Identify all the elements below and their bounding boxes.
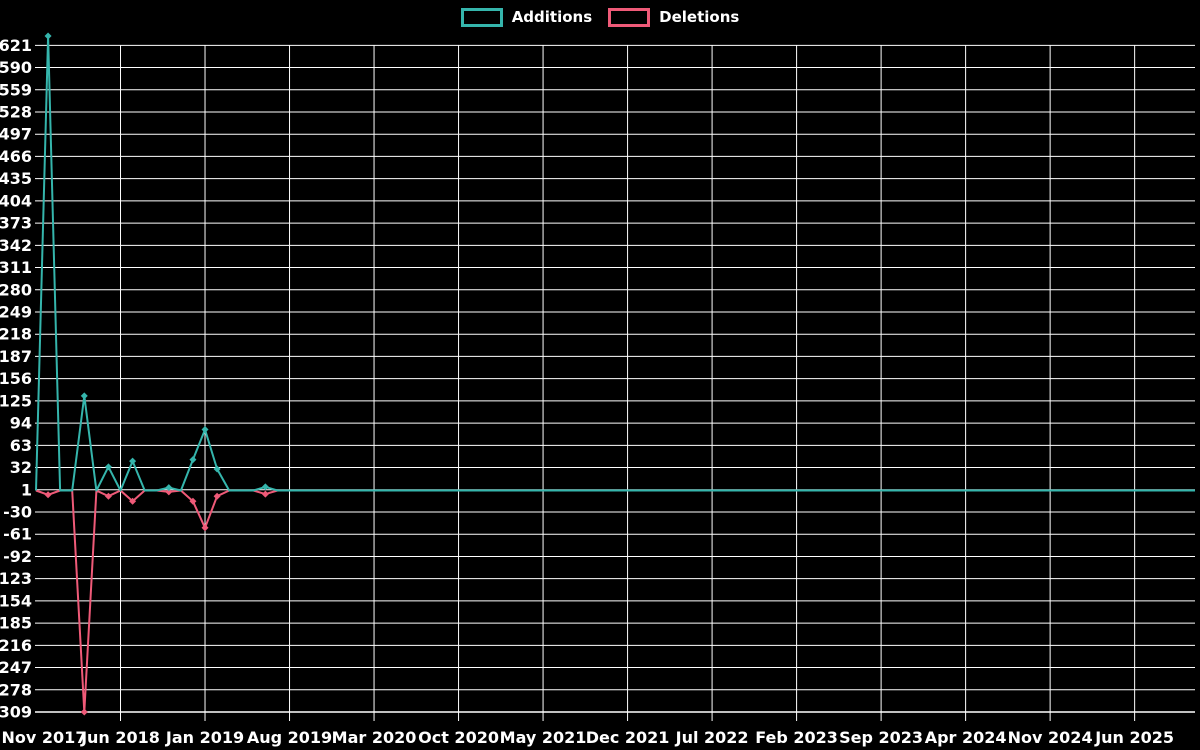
svg-text:-123: -123 [0, 569, 32, 588]
legend-label-deletions: Deletions [659, 8, 740, 26]
svg-text:1: 1 [21, 480, 32, 499]
svg-text:373: 373 [0, 214, 32, 233]
svg-text:-30: -30 [3, 502, 32, 521]
additions-swatch-icon [460, 8, 503, 27]
svg-text:156: 156 [0, 369, 32, 388]
svg-text:218: 218 [0, 325, 32, 344]
svg-text:404: 404 [0, 191, 32, 210]
svg-text:-92: -92 [3, 547, 32, 566]
svg-text:-154: -154 [0, 591, 32, 610]
svg-text:-309: -309 [0, 703, 32, 722]
svg-text:187: 187 [0, 347, 32, 366]
legend-item-additions[interactable]: Additions [460, 8, 593, 27]
svg-text:Jul 2022: Jul 2022 [675, 728, 749, 747]
svg-text:Apr 2024: Apr 2024 [925, 728, 1007, 747]
svg-text:Nov 2017: Nov 2017 [2, 728, 87, 747]
svg-text:Oct 2020: Oct 2020 [418, 728, 499, 747]
svg-text:621: 621 [0, 36, 32, 55]
svg-text:280: 280 [0, 280, 32, 299]
svg-text:Mar 2020: Mar 2020 [332, 728, 417, 747]
legend-label-additions: Additions [511, 8, 593, 26]
svg-text:-61: -61 [3, 525, 32, 544]
svg-text:32: 32 [10, 458, 32, 477]
svg-text:497: 497 [0, 125, 32, 144]
svg-text:Feb 2023: Feb 2023 [755, 728, 838, 747]
svg-text:May 2021: May 2021 [500, 728, 587, 747]
svg-text:Jun 2018: Jun 2018 [80, 728, 160, 747]
svg-text:466: 466 [0, 147, 32, 166]
svg-text:559: 559 [0, 80, 32, 99]
chart-legend: Additions Deletions [0, 8, 1200, 27]
svg-text:-185: -185 [0, 614, 32, 633]
svg-text:125: 125 [0, 391, 32, 410]
svg-text:249: 249 [0, 302, 32, 321]
svg-text:-247: -247 [0, 658, 32, 677]
deletions-swatch-icon [608, 8, 651, 27]
svg-text:342: 342 [0, 236, 32, 255]
svg-text:Aug 2019: Aug 2019 [247, 728, 332, 747]
svg-text:-278: -278 [0, 680, 32, 699]
svg-text:590: 590 [0, 58, 32, 77]
legend-item-deletions[interactable]: Deletions [608, 8, 739, 27]
svg-text:435: 435 [0, 169, 32, 188]
svg-text:528: 528 [0, 102, 32, 121]
svg-text:-216: -216 [0, 636, 32, 655]
svg-text:63: 63 [10, 436, 32, 455]
svg-text:94: 94 [10, 414, 32, 433]
svg-text:Jan 2019: Jan 2019 [165, 728, 244, 747]
svg-text:311: 311 [0, 258, 32, 277]
svg-text:Nov 2024: Nov 2024 [1008, 728, 1093, 747]
svg-text:Dec 2021: Dec 2021 [586, 728, 670, 747]
svg-text:Jun 2025: Jun 2025 [1094, 728, 1174, 747]
svg-text:Sep 2023: Sep 2023 [839, 728, 923, 747]
